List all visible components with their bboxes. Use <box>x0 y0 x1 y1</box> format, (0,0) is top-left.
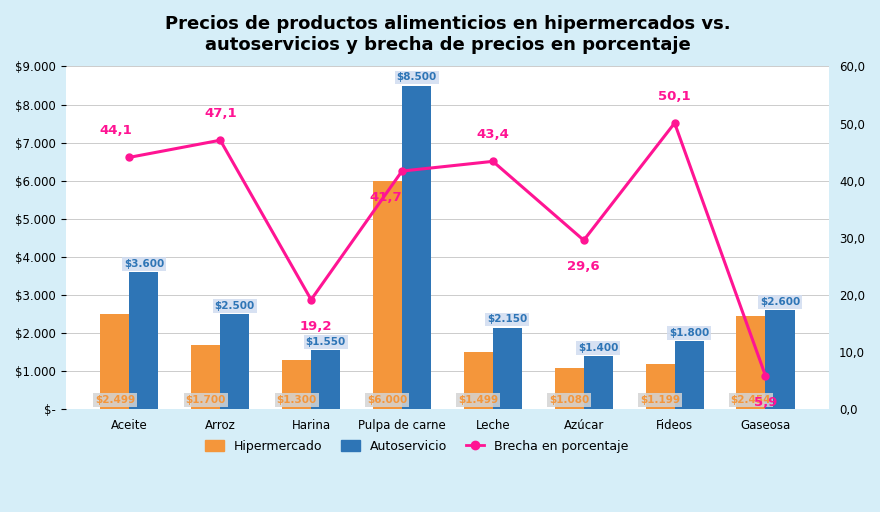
Bar <box>583 356 612 410</box>
Text: 5,9: 5,9 <box>754 396 777 409</box>
Title: Precios de productos alimenticios en hipermercados vs.
autoservicios y brecha de: Precios de productos alimenticios en hip… <box>165 15 730 54</box>
Text: $2.454: $2.454 <box>730 395 771 405</box>
Text: 19,2: 19,2 <box>299 319 332 333</box>
Bar <box>129 272 158 410</box>
Text: 47,1: 47,1 <box>204 107 237 120</box>
Bar <box>100 314 129 410</box>
Brecha en porcentaje <box>488 158 498 164</box>
Text: $1.400: $1.400 <box>578 343 619 353</box>
Text: $1.700: $1.700 <box>186 395 226 405</box>
Brecha en porcentaje <box>578 237 589 243</box>
Text: $6.000: $6.000 <box>367 395 407 405</box>
Bar <box>191 345 220 410</box>
Text: $8.500: $8.500 <box>396 73 436 82</box>
Text: $2.600: $2.600 <box>760 297 800 307</box>
Text: $1.199: $1.199 <box>640 395 680 405</box>
Brecha en porcentaje <box>215 137 225 143</box>
Bar <box>464 352 493 410</box>
Text: $1.550: $1.550 <box>305 337 346 347</box>
Brecha en porcentaje <box>760 373 771 379</box>
Text: $3.600: $3.600 <box>124 259 164 269</box>
Bar <box>737 316 766 410</box>
Text: 50,1: 50,1 <box>658 90 691 103</box>
Brecha en porcentaje <box>670 120 680 126</box>
Bar <box>493 328 522 410</box>
Brecha en porcentaje <box>306 296 317 303</box>
Bar <box>373 181 402 410</box>
Bar <box>675 341 704 410</box>
Text: $2.499: $2.499 <box>95 395 135 405</box>
Brecha en porcentaje <box>124 154 135 160</box>
Bar <box>766 310 795 410</box>
Text: 29,6: 29,6 <box>568 260 600 273</box>
Brecha en porcentaje <box>397 168 407 174</box>
Bar <box>282 360 312 410</box>
Text: $2.150: $2.150 <box>488 314 527 325</box>
Bar <box>402 86 431 410</box>
Text: $1.800: $1.800 <box>669 328 709 338</box>
Bar <box>312 350 341 410</box>
Bar <box>220 314 249 410</box>
Text: 44,1: 44,1 <box>99 124 132 137</box>
Text: $2.500: $2.500 <box>215 301 255 311</box>
Bar <box>554 368 583 410</box>
Line: Brecha en porcentaje: Brecha en porcentaje <box>126 120 769 379</box>
Text: 43,4: 43,4 <box>476 129 510 141</box>
Legend: Hipermercado, Autoservicio, Brecha en porcentaje: Hipermercado, Autoservicio, Brecha en po… <box>200 435 634 458</box>
Bar <box>646 364 675 410</box>
Text: $1.080: $1.080 <box>549 395 590 405</box>
Text: $1.300: $1.300 <box>276 395 317 405</box>
Text: $1.499: $1.499 <box>458 395 498 405</box>
Text: 41,7: 41,7 <box>370 191 402 204</box>
